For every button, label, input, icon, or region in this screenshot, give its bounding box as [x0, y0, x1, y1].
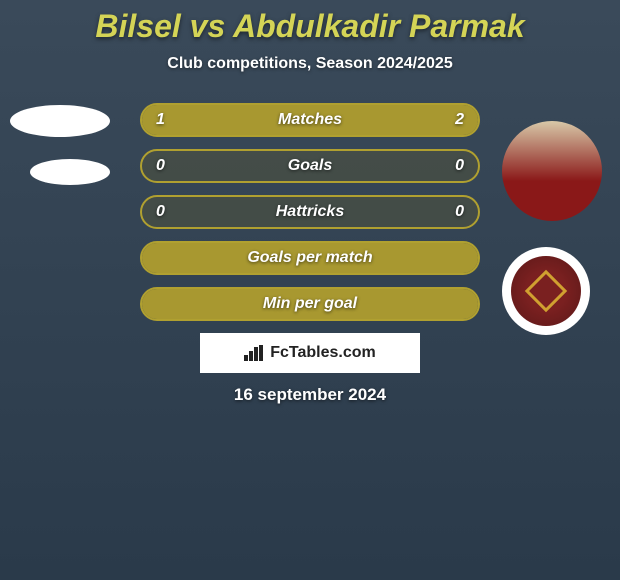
stat-label: Goals	[288, 157, 332, 175]
stat-row: 0 Goals 0	[140, 149, 480, 183]
stat-value-right: 0	[455, 157, 464, 175]
stat-value-right: 2	[455, 111, 464, 129]
stat-label: Matches	[278, 111, 342, 129]
brand-text: FcTables.com	[270, 344, 376, 362]
player-left-avatar	[10, 103, 110, 203]
stat-value-right: 0	[455, 203, 464, 221]
stat-label: Hattricks	[276, 203, 344, 221]
bar-chart-icon	[244, 345, 264, 361]
date-label: 16 september 2024	[0, 385, 620, 405]
stat-label: Goals per match	[247, 249, 372, 267]
stat-value-left: 0	[156, 203, 165, 221]
stat-row: Goals per match	[140, 241, 480, 275]
club-crest-icon	[511, 256, 581, 326]
player-right-avatar	[502, 121, 602, 221]
stat-label: Min per goal	[263, 295, 357, 313]
stat-row: 0 Hattricks 0	[140, 195, 480, 229]
stats-area: 1 Matches 2 0 Goals 0 0 Hattricks 0 Goals per mat…	[0, 103, 620, 405]
avatar-placeholder-icon	[10, 105, 110, 137]
subtitle: Club competitions, Season 2024/2025	[0, 55, 620, 73]
stat-row: 1 Matches 2	[140, 103, 480, 137]
brand-watermark: FcTables.com	[200, 333, 420, 373]
team-right-badge	[502, 247, 590, 335]
page-title: Bilsel vs Abdulkadir Parmak	[0, 0, 620, 45]
stat-rows-container: 1 Matches 2 0 Goals 0 0 Hattricks 0 Goals per mat…	[140, 103, 480, 321]
team-placeholder-icon	[30, 159, 110, 185]
stat-value-left: 0	[156, 157, 165, 175]
stat-row: Min per goal	[140, 287, 480, 321]
stat-value-left: 1	[156, 111, 165, 129]
